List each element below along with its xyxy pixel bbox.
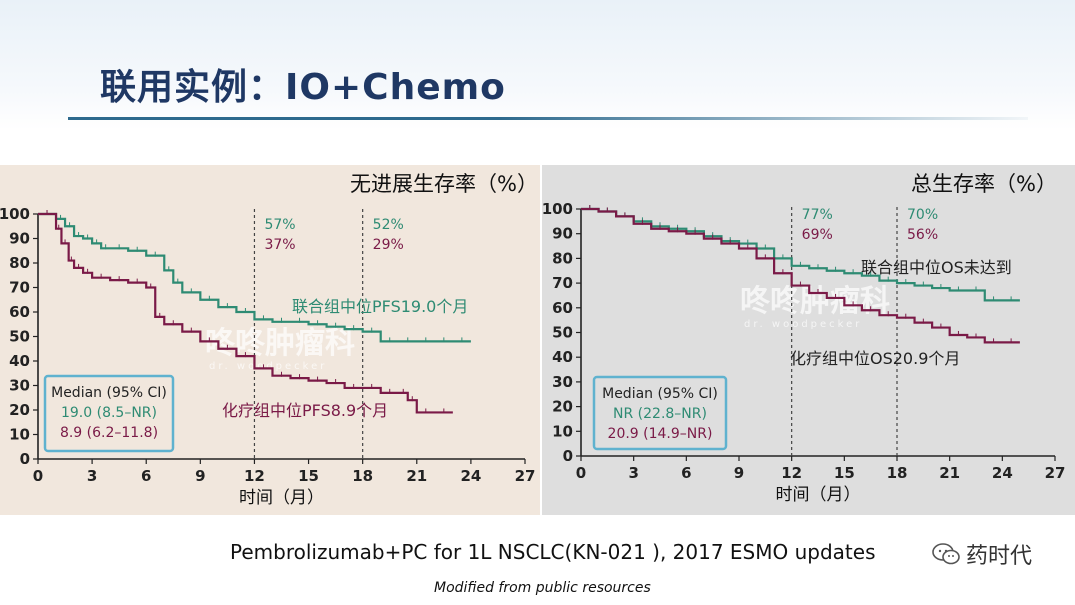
pfs-chemo-rate-label: 37%: [264, 237, 295, 253]
pfs-chart-panel: 咚咚肿瘤科 dr. woodpecker 无进展生存率（%） 0 10 20 30 40 50 6…: [0, 165, 540, 515]
os-legend-chemo: 20.9 (14.9–NR): [608, 426, 713, 442]
os-y-tick-label: 20: [552, 398, 573, 416]
pfs-x-tick-label: 0: [33, 467, 43, 485]
wechat-label: 药时代: [966, 544, 1033, 569]
os-x-axis-label: 时间（月）: [776, 485, 861, 505]
pfs-legend-box: [43, 374, 175, 453]
os-combo-rate-label: 77%: [802, 207, 833, 223]
os-legend-title: Median (95% CI): [602, 386, 718, 402]
pfs-x-tick-label: 27: [515, 467, 536, 485]
pfs-combo-survival-line: [38, 212, 471, 343]
pfs-x-tick-label: 18: [352, 467, 373, 485]
os-y-tick-label: 10: [552, 422, 573, 440]
os-chart-title: 总生存率（%）: [911, 172, 1057, 196]
os-watermark: 咚咚肿瘤科: [740, 284, 890, 319]
os-legend-combo: NR (22.8–NR): [613, 406, 707, 422]
slide-footer: Pembrolizumab+PC for 1L NSCLC(KN-021 ), …: [230, 540, 876, 564]
pfs-x-tick-label: 9: [195, 467, 205, 485]
pfs-watermark: 咚咚肿瘤科: [205, 326, 355, 361]
title-divider: [68, 117, 1028, 120]
pfs-chemo-survival-line: [38, 212, 453, 414]
os-chemo-rate-label: 69%: [802, 227, 833, 243]
slide-credit: Modified from public resources: [434, 580, 651, 596]
pfs-legend-combo: 19.0 (8.5–NR): [61, 405, 157, 421]
pfs-y-tick-label: 20: [9, 401, 30, 419]
os-y-tick-label: 40: [552, 348, 573, 366]
os-x-tick-label: 0: [576, 464, 586, 482]
pfs-y-tick-label: 40: [9, 352, 30, 370]
pfs-chart-title: 无进展生存率（%）: [350, 172, 538, 196]
os-chemo-rate-label: 56%: [907, 227, 938, 243]
pfs-combo-rate-label: 57%: [264, 217, 295, 233]
pfs-x-tick-label: 24: [460, 467, 481, 485]
pfs-chemo-median-label: 化疗组中位PFS8.9个月: [222, 401, 388, 420]
wechat-badge: 药时代: [932, 538, 1032, 570]
os-y-tick-label: 90: [552, 225, 573, 243]
os-y-tick-label: 30: [552, 373, 573, 391]
pfs-watermark-sub: dr. woodpecker: [209, 361, 327, 372]
os-x-tick-label: 24: [992, 464, 1013, 482]
os-y-tick-label: 0: [563, 447, 573, 465]
pfs-y-tick-label: 70: [9, 279, 30, 297]
os-x-tick-label: 15: [834, 464, 855, 482]
os-chemo-median-label: 化疗组中位OS20.9个月: [790, 349, 960, 368]
os-x-tick-label: 3: [628, 464, 638, 482]
os-x-tick-label: 9: [734, 464, 744, 482]
os-x-tick-label: 27: [1045, 464, 1066, 482]
os-chart-panel: 咚咚肿瘤科 dr. woodpecker 总生存率（%） 0 10 20 30 40 50 60 7…: [542, 165, 1075, 515]
pfs-combo-rate-label: 52%: [373, 217, 404, 233]
os-combo-median-label: 联合组中位OS未达到: [861, 258, 1012, 277]
pfs-x-tick-label: 15: [298, 467, 319, 485]
pfs-chemo-rate-label: 29%: [373, 237, 404, 253]
pfs-y-tick-label: 0: [20, 450, 30, 468]
os-y-tick-label: 50: [552, 324, 573, 342]
os-legend-box: [592, 375, 728, 451]
pfs-x-tick-label: 21: [406, 467, 427, 485]
os-chemo-survival-line: [581, 207, 1020, 344]
pfs-legend-chemo: 8.9 (6.2–11.8): [60, 425, 158, 441]
os-y-tick-label: 100: [542, 200, 573, 218]
pfs-y-tick-label: 80: [9, 254, 30, 272]
slide-header-background: [0, 0, 1075, 130]
pfs-x-tick-label: 3: [87, 467, 97, 485]
pfs-combo-median-label: 联合组中位PFS19.0个月: [292, 297, 468, 316]
pfs-y-tick-label: 10: [9, 426, 30, 444]
pfs-x-tick-label: 6: [141, 467, 151, 485]
pfs-y-tick-label: 30: [9, 377, 30, 395]
pfs-y-tick-label: 100: [0, 205, 30, 223]
os-combo-rate-label: 70%: [907, 207, 938, 223]
slide-title: 联用实例：IO+Chemo: [100, 67, 506, 108]
os-x-tick-label: 18: [887, 464, 908, 482]
os-y-tick-label: 60: [552, 299, 573, 317]
pfs-x-axis-label: 时间（月）: [239, 488, 324, 508]
pfs-y-tick-label: 50: [9, 328, 30, 346]
os-watermark-sub: dr. woodpecker: [744, 319, 862, 330]
os-y-tick-label: 80: [552, 249, 573, 267]
pfs-y-tick-label: 60: [9, 303, 30, 321]
os-y-tick-label: 70: [552, 274, 573, 292]
pfs-y-tick-label: 90: [9, 230, 30, 248]
wechat-icon: [932, 542, 960, 566]
pfs-legend-title: Median (95% CI): [51, 385, 167, 401]
os-x-tick-label: 6: [681, 464, 691, 482]
pfs-x-tick-label: 12: [244, 467, 265, 485]
os-x-tick-label: 21: [939, 464, 960, 482]
os-x-tick-label: 12: [781, 464, 802, 482]
